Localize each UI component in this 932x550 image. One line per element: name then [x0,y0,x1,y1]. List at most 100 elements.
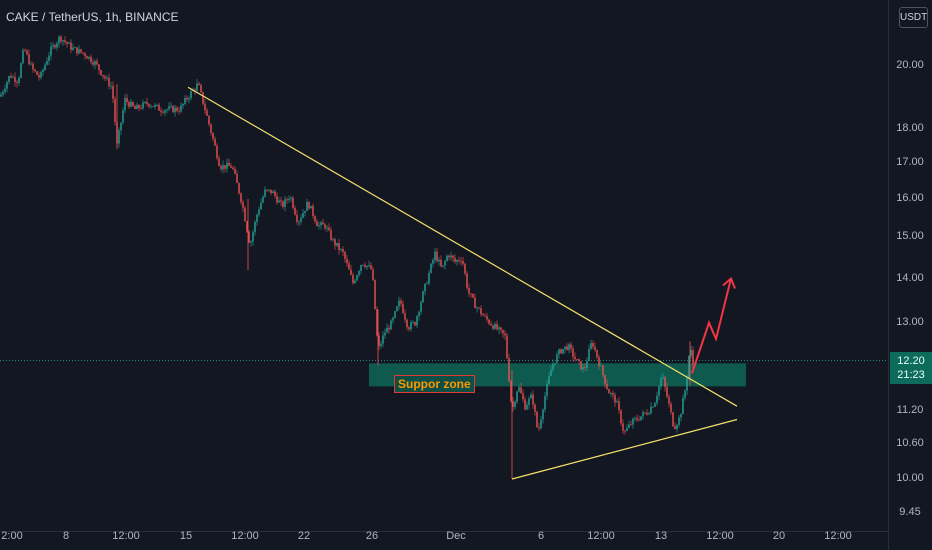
candle [324,222,326,231]
candle [554,362,556,367]
time-tick: Dec [446,530,466,542]
candle [252,229,254,246]
candle [6,80,8,93]
descending-trendline[interactable] [187,86,738,407]
candle [676,424,678,433]
time-tick: 2:00 [1,530,23,542]
candle [110,81,112,90]
candle [490,320,492,327]
candle [70,39,72,54]
candle [310,205,312,209]
candle [650,402,652,415]
price-tick: 16.00 [896,191,924,204]
candle [16,79,18,88]
candle [584,363,586,372]
candle [60,34,62,45]
candle [352,272,354,285]
candle [280,196,282,207]
candle [338,239,340,255]
candle [546,379,548,401]
candle [652,405,654,408]
candle [566,343,568,351]
candle [96,58,98,66]
candle [12,74,14,79]
candle [574,352,576,362]
candle [446,254,448,262]
candle [320,220,322,230]
candle [126,93,128,106]
candle [598,354,600,370]
candle [408,325,410,332]
candle [410,319,412,332]
candle [678,415,680,428]
candle [688,355,690,380]
candle [524,396,526,411]
candle [188,96,190,104]
candle [230,162,232,169]
candle [28,49,30,66]
candle [586,357,588,372]
candle [256,213,258,226]
candle [24,48,26,52]
candle [514,399,516,410]
candle [166,108,168,114]
candle [40,70,42,80]
candle [528,396,530,410]
candle [636,414,638,423]
candle [232,165,234,171]
candle [538,422,540,432]
candle [562,348,564,355]
currency-button[interactable]: USDT [899,7,928,28]
time-tick: 13 [654,530,668,542]
candle [44,62,46,72]
candle [172,105,174,113]
chart-canvas[interactable] [0,0,888,531]
candle [210,123,212,136]
candle [374,279,376,310]
candle [82,52,84,56]
candle [328,223,330,232]
candle [552,359,554,373]
price-tick: 17.00 [896,155,924,168]
candle [342,246,344,256]
candle [20,61,22,79]
candle [300,214,302,225]
candle [254,220,256,236]
candle [416,314,418,329]
candle [306,198,308,212]
candle [266,189,268,193]
candle [532,390,534,409]
candle [450,251,452,261]
price-tick: 13.00 [896,315,924,328]
candle [158,102,160,111]
ascending-trendline[interactable] [511,418,738,480]
time-tick: 12:00 [706,530,734,542]
candle [242,199,244,213]
projection-path[interactable] [691,278,732,374]
candle [606,379,608,390]
candle [164,109,166,117]
candle [680,413,682,422]
candle [572,345,574,362]
candle [484,313,486,318]
candle [114,96,116,126]
candle [656,391,658,406]
candle [146,97,148,107]
candle [130,98,132,108]
candle [432,258,434,268]
candle [90,54,92,65]
candle [460,257,462,266]
candle [486,312,488,323]
candle [268,189,270,192]
candle [560,348,562,355]
candle [492,324,494,331]
candle [610,391,612,398]
candle [224,165,226,173]
price-tick: 9.45 [899,505,921,518]
candle [596,349,598,360]
symbol-title[interactable]: CAKE / TetherUS, 1h, BINANCE [6,10,179,24]
candle [608,388,610,394]
candle [218,155,220,167]
candle [526,401,528,411]
candle [278,196,280,203]
